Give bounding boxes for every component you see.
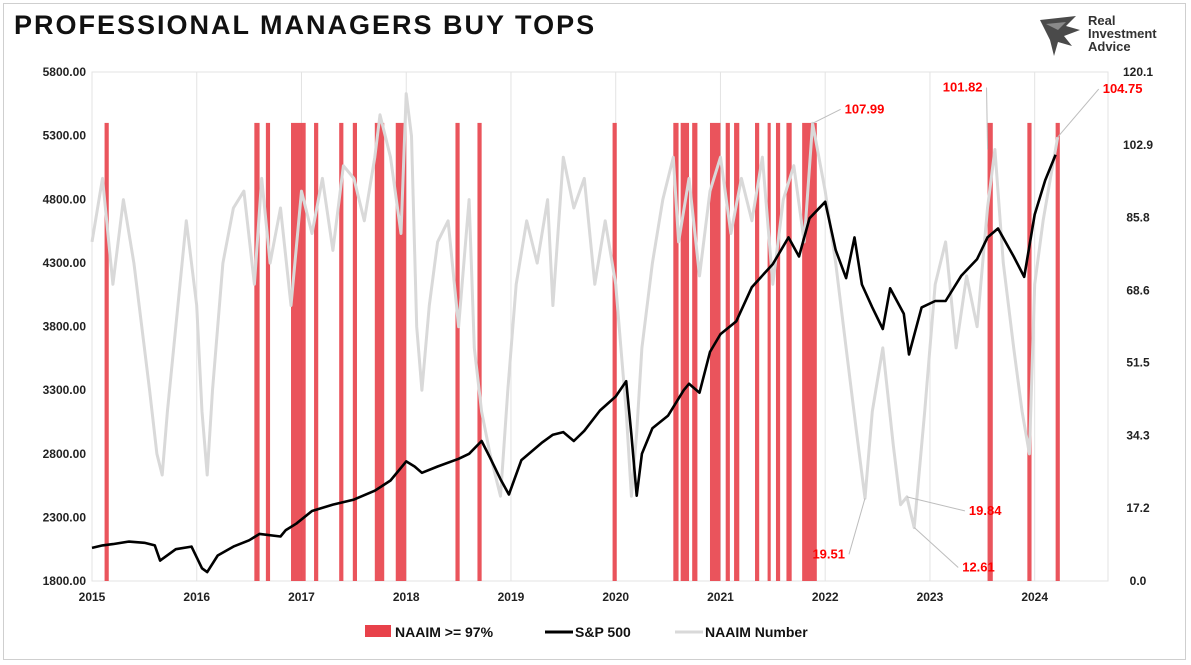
x-tick-label: 2023 xyxy=(917,590,944,604)
naaim-high-band xyxy=(673,122,679,582)
annotation-leader xyxy=(1057,88,1100,138)
annotation-label: 12.61 xyxy=(962,560,995,575)
brand-line-3: Advice xyxy=(1088,39,1131,54)
y-left-tick-label: 5300.00 xyxy=(43,129,87,143)
naaim-high-band xyxy=(680,122,690,582)
naaim-high-band xyxy=(612,122,617,582)
naaim-high-band xyxy=(802,122,817,582)
brand-line-1: Real xyxy=(1088,13,1116,28)
naaim-high-band xyxy=(987,122,993,582)
y-left-tick-label: 2800.00 xyxy=(43,447,87,461)
sp500-line xyxy=(91,154,1057,574)
naaim-high-band xyxy=(1055,122,1060,582)
naaim-series xyxy=(90,92,1060,530)
naaim-high-band xyxy=(775,122,781,582)
naaim-high-band xyxy=(1027,122,1032,582)
y-left-tick-label: 4800.00 xyxy=(43,192,87,206)
y-left-tick-label: 5800.00 xyxy=(43,65,87,79)
legend-label: S&P 500 xyxy=(575,624,631,640)
naaim-high-band xyxy=(254,122,260,582)
annotation-label: 19.51 xyxy=(812,546,845,561)
y-right-tick-label: 17.2 xyxy=(1126,501,1150,515)
naaim-high-band xyxy=(265,122,271,582)
brand-logo: Real Investment Advice xyxy=(1036,12,1176,60)
annotation-leader xyxy=(986,87,989,150)
naaim-high-band xyxy=(786,122,792,582)
brand-name: Real Investment Advice xyxy=(1088,14,1157,53)
annotation-leader xyxy=(812,108,841,124)
x-tick-label: 2019 xyxy=(498,590,525,604)
plot-area xyxy=(91,71,1109,582)
annotation-leader xyxy=(913,527,959,568)
x-tick-label: 2016 xyxy=(183,590,210,604)
y-right-tick-label: 102.9 xyxy=(1123,138,1153,152)
naaim-high-band xyxy=(339,122,344,582)
naaim-high-band xyxy=(709,122,721,582)
naaim-high-band xyxy=(734,122,740,582)
annotation-leader xyxy=(906,496,966,512)
annotation-leader xyxy=(848,498,866,555)
chart-title: PROFESSIONAL MANAGERS BUY TOPS xyxy=(14,10,597,40)
naaim-high-band xyxy=(725,122,730,582)
naaim-high-band xyxy=(692,122,698,582)
y-right-tick-label: 68.6 xyxy=(1126,283,1150,297)
legend: NAAIM >= 97% S&P 500 NAAIM Number xyxy=(365,624,808,640)
y-left-tick-label: 2300.00 xyxy=(43,510,87,524)
x-tick-label: 2021 xyxy=(707,590,734,604)
y-left-tick-label: 3300.00 xyxy=(43,383,87,397)
x-tick-label: 2022 xyxy=(812,590,839,604)
y-right-tick-label: 85.8 xyxy=(1126,210,1150,224)
legend-swatch-naaim-high xyxy=(365,625,391,637)
naaim-high-band xyxy=(314,122,319,582)
naaim-high-band xyxy=(395,122,407,582)
x-tick-label: 2018 xyxy=(393,590,420,604)
sp500-series xyxy=(91,154,1057,574)
y-left-tick-label: 3800.00 xyxy=(43,320,87,334)
x-tick-label: 2015 xyxy=(79,590,106,604)
naaim-high-band xyxy=(104,122,109,582)
annotation-label: 104.75 xyxy=(1103,81,1143,96)
naaim-high-band xyxy=(755,122,760,582)
legend-label: NAAIM Number xyxy=(705,624,808,640)
naaim-high-bands xyxy=(104,122,1060,582)
annotation-label: 101.82 xyxy=(943,79,983,94)
naaim-high-band xyxy=(455,122,460,582)
annotation-label: 107.99 xyxy=(845,101,885,116)
annotations: 107.99 101.82 104.75 19.51 19.84 12.61 xyxy=(812,79,1143,575)
legend-label: NAAIM >= 97% xyxy=(395,624,494,640)
naaim-high-band xyxy=(767,122,771,582)
y-right-tick-label: 51.5 xyxy=(1126,356,1150,370)
naaim-high-band xyxy=(352,122,357,582)
y-right-tick-label: 0.0 xyxy=(1130,574,1147,588)
naaim-line xyxy=(90,92,1060,530)
grid-lines xyxy=(91,71,1109,582)
naaim-high-band xyxy=(374,122,385,582)
y-right-tick-label: 34.3 xyxy=(1126,429,1150,443)
y-left-tick-label: 4300.00 xyxy=(43,256,87,270)
annotation-label: 19.84 xyxy=(969,503,1002,518)
y-right-tick-label: 120.1 xyxy=(1123,65,1153,79)
x-tick-label: 2017 xyxy=(288,590,315,604)
brand-line-2: Investment xyxy=(1088,26,1157,41)
y-left-tick-label: 1800.00 xyxy=(43,574,87,588)
naaim-high-band xyxy=(291,122,306,582)
axes: 1800.00 2300.00 2800.00 3300.00 3800.00 4300.… xyxy=(43,65,1154,604)
eagle-icon xyxy=(1040,16,1080,56)
naaim-high-band xyxy=(477,122,482,582)
x-tick-label: 2020 xyxy=(602,590,629,604)
x-tick-label: 2024 xyxy=(1021,590,1048,604)
